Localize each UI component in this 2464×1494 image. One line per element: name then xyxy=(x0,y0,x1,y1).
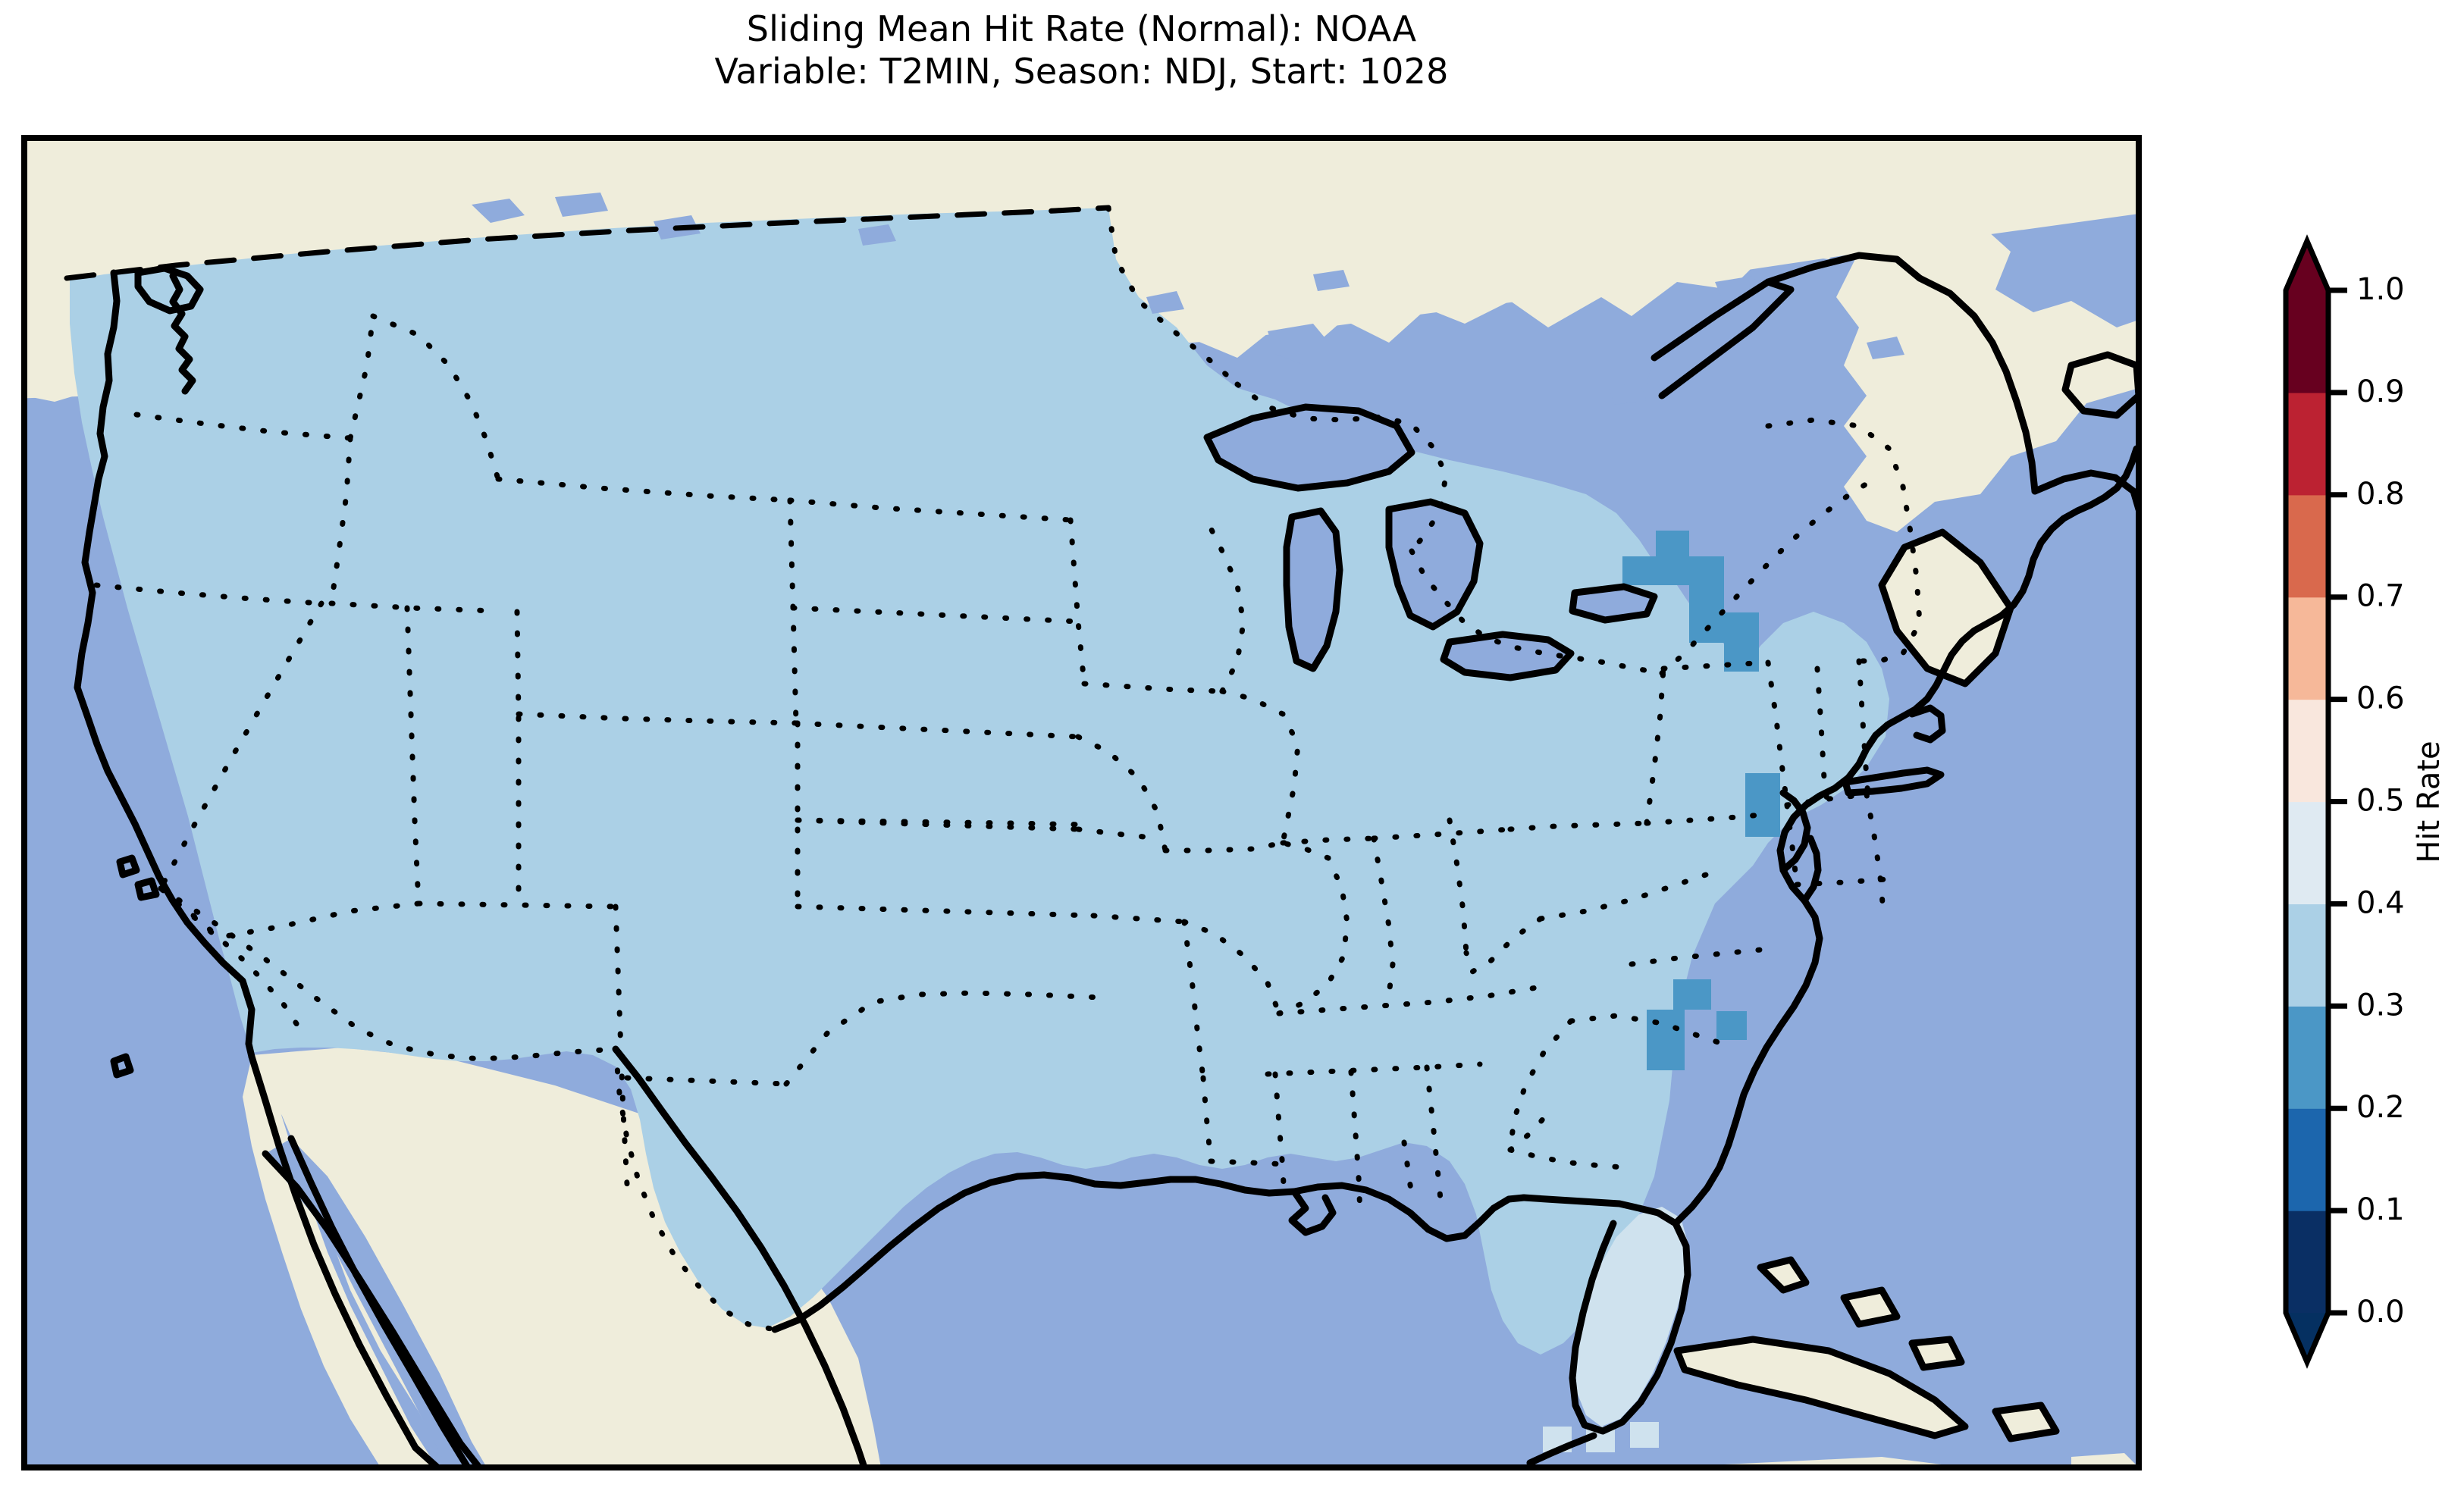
conus-data-raster xyxy=(70,208,1889,1452)
colorbar-band-9 xyxy=(2286,290,2328,393)
conus-band-0.4-0.5-florida xyxy=(1575,1207,1688,1427)
florida-keys-cell-3 xyxy=(1630,1422,1659,1448)
small-lake-1 xyxy=(472,199,525,223)
colorbar-band-7 xyxy=(2286,494,2328,598)
colorbar-tick-label-0.0: 0.0 xyxy=(2356,1295,2405,1330)
pa-cell-1 xyxy=(1656,531,1689,558)
colorbar-band-5 xyxy=(2286,699,2328,803)
ny-cell-1 xyxy=(1716,1011,1747,1040)
colorbar-tick-label-0.5: 0.5 xyxy=(2356,784,2405,819)
colorbar-band-6 xyxy=(2286,597,2328,700)
colorbar-panel: 0.0 0.1 0.2 0.3 0.4 0.5 0.6 0.7 0.8 0.9 1.0 Hit Ra… xyxy=(2283,227,2458,1380)
small-lake-5 xyxy=(1313,270,1350,291)
nc-cell-2 xyxy=(1647,1010,1685,1041)
bahamas-island-5 xyxy=(2071,1453,2139,1467)
small-lake-9 xyxy=(1867,337,1904,359)
colorbar-axis-label: Hit Rate xyxy=(2412,741,2447,863)
colorbar-tick-label-0.1: 0.1 xyxy=(2356,1192,2405,1227)
lake-ontario xyxy=(1572,587,1654,620)
colorbar-under-arrow xyxy=(2286,1313,2328,1362)
nc-cell-1 xyxy=(1673,979,1711,1010)
conus-hit-rate-map xyxy=(24,138,2139,1467)
lake-huron xyxy=(1389,502,1480,627)
colorbar-band-3 xyxy=(2286,904,2328,1007)
title-line-1: Sliding Mean Hit Rate (Normal): NOAA xyxy=(746,8,1417,49)
lake-superior xyxy=(1207,407,1412,488)
lake-winnipeg xyxy=(1268,324,1332,365)
title-line-2: Variable: T2MIN, Season: NDJ, Start: 102… xyxy=(714,51,1449,92)
md-cell-3 xyxy=(1745,805,1780,837)
colorbar-band-8 xyxy=(2286,392,2328,496)
colorbar-band-1 xyxy=(2286,1108,2328,1211)
colorbar-tick-label-0.3: 0.3 xyxy=(2356,988,2405,1023)
small-lake-7 xyxy=(1609,382,1647,405)
colorbar-tick-label-0.6: 0.6 xyxy=(2356,681,2405,716)
small-lake-6 xyxy=(1146,291,1184,314)
colorbar-tick-label-1.0: 1.0 xyxy=(2356,272,2405,307)
coastlines xyxy=(74,252,2139,1467)
atlantic-canada xyxy=(1836,210,2139,532)
cuba xyxy=(1677,1339,1965,1436)
state-borders xyxy=(64,205,1923,1333)
colorbar-band-4 xyxy=(2286,801,2328,904)
lake-michigan xyxy=(1287,511,1340,669)
colorbar-bands xyxy=(2286,290,2328,1314)
colorbar-over-arrow xyxy=(2286,241,2328,290)
colorbar-tick-label-0.8: 0.8 xyxy=(2356,477,2405,512)
chart-title-block: Sliding Mean Hit Rate (Normal): NOAA Var… xyxy=(0,8,2163,92)
colorbar-band-0 xyxy=(2286,1211,2328,1314)
small-lake-2 xyxy=(555,193,608,217)
pa-cell-2 xyxy=(1622,556,1724,585)
small-lake-4 xyxy=(858,224,896,246)
sc-cell-1 xyxy=(1647,1041,1685,1070)
hit-rate-colorbar: 0.0 0.1 0.2 0.3 0.4 0.5 0.6 0.7 0.8 0.9 1.0 Hit Ra… xyxy=(2283,234,2447,1369)
colorbar-tick-label-0.4: 0.4 xyxy=(2356,885,2405,920)
conus-band-0.3-0.4 xyxy=(70,208,1889,1355)
md-cell-2 xyxy=(1745,773,1780,805)
pa-cell-4 xyxy=(1689,612,1759,643)
map-panel xyxy=(21,135,2142,1471)
colorbar-tick-label-0.9: 0.9 xyxy=(2356,374,2405,409)
colorbar-ticks: 0.0 0.1 0.2 0.3 0.4 0.5 0.6 0.7 0.8 0.9 1.0 xyxy=(2328,272,2405,1330)
colorbar-tick-label-0.7: 0.7 xyxy=(2356,579,2405,614)
colorbar-band-2 xyxy=(2286,1006,2328,1109)
lake-erie xyxy=(1444,634,1571,678)
st-lawrence-river xyxy=(1647,282,1791,396)
colorbar-tick-label-0.2: 0.2 xyxy=(2356,1090,2405,1125)
pa-cell-3 xyxy=(1689,585,1724,612)
